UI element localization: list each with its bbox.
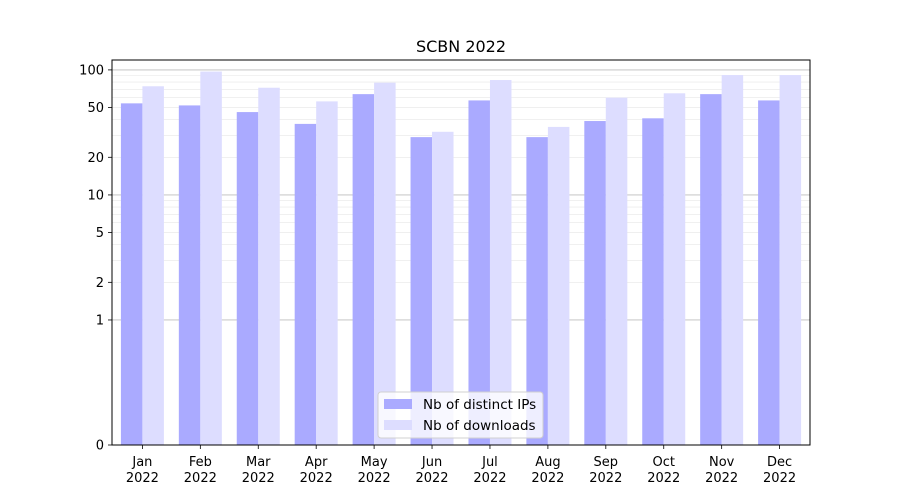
x-tick-label-year: 2022 xyxy=(763,471,796,486)
y-tick-label: 5 xyxy=(96,226,104,241)
grid-lines xyxy=(112,69,810,321)
bar-distinct-ips xyxy=(700,94,722,446)
x-tick-label-month: May xyxy=(361,455,388,470)
x-tick-label-year: 2022 xyxy=(531,471,564,486)
bar-distinct-ips xyxy=(352,94,375,446)
bar-distinct-ips xyxy=(758,100,780,445)
x-tick-label-month: Feb xyxy=(189,455,212,470)
bar-distinct-ips xyxy=(584,121,606,446)
x-tick-label-month: Jan xyxy=(131,455,152,470)
bar-distinct-ips xyxy=(178,105,201,446)
bar-downloads xyxy=(547,126,570,446)
x-tick-label-year: 2022 xyxy=(242,471,275,486)
legend-swatch xyxy=(384,399,412,409)
y-tick-label: 2 xyxy=(96,276,104,291)
bar-downloads xyxy=(432,131,454,445)
x-tick-label-year: 2022 xyxy=(126,471,159,486)
bar-downloads xyxy=(779,75,802,445)
x-tick-label-year: 2022 xyxy=(184,471,217,486)
x-tick-label-year: 2022 xyxy=(589,471,622,486)
x-tick-label-year: 2022 xyxy=(300,471,333,486)
bar-downloads xyxy=(663,93,686,446)
x-tick-label-month: Nov xyxy=(709,455,735,470)
bar-distinct-ips xyxy=(642,118,664,445)
bar-distinct-ips xyxy=(468,100,490,445)
bar-downloads xyxy=(374,82,396,445)
legend-label: Nb of downloads xyxy=(423,418,536,434)
bar-distinct-ips xyxy=(120,103,143,446)
bar-downloads xyxy=(316,101,338,445)
legend-box xyxy=(377,391,544,439)
x-tick-label-month: Mar xyxy=(246,455,271,470)
legend-label: Nb of distinct IPs xyxy=(423,397,536,413)
x-tick-label-month: Aug xyxy=(535,455,560,470)
bar-distinct-ips xyxy=(236,112,259,445)
chart-title: SCBN 2022 xyxy=(416,37,506,56)
bars xyxy=(120,71,802,446)
x-tick-label-year: 2022 xyxy=(705,471,738,486)
plot-frame xyxy=(111,59,811,446)
x-tick-label-year: 2022 xyxy=(358,471,391,486)
x-tick-label-month: Apr xyxy=(305,455,328,470)
bar-downloads xyxy=(721,75,744,445)
y-tick-label: 20 xyxy=(87,151,104,166)
y-tick-label: 1 xyxy=(96,313,104,328)
x-tick-label-month: Jul xyxy=(481,455,498,470)
legend-swatch xyxy=(384,420,412,430)
bar-downloads xyxy=(258,87,280,445)
x-tick-label-month: Dec xyxy=(767,455,792,470)
bar-distinct-ips xyxy=(410,137,433,445)
y-tick-label: 0 xyxy=(96,439,104,454)
x-tick-label-month: Sep xyxy=(594,455,619,470)
y-tick-label: 50 xyxy=(87,101,104,116)
x-tick-label-month: Jun xyxy=(421,455,442,470)
bar-downloads xyxy=(142,86,164,445)
y-tick-label: 10 xyxy=(87,188,104,203)
bar-downloads xyxy=(200,71,222,445)
x-tick-label-year: 2022 xyxy=(473,471,506,486)
bar-downloads xyxy=(605,97,628,445)
y-tick-label: 100 xyxy=(79,63,104,78)
x-tick-label-year: 2022 xyxy=(415,471,448,486)
bar-downloads xyxy=(489,80,512,445)
legend: Nb of distinct IPs Nb of downloads xyxy=(377,391,544,439)
x-tick-label-year: 2022 xyxy=(647,471,680,486)
x-tick-label-month: Oct xyxy=(652,455,674,470)
bar-distinct-ips xyxy=(526,137,548,445)
bar-distinct-ips xyxy=(294,123,317,445)
axes: Jan2022Feb2022Mar2022Apr2022May2022Jun20… xyxy=(79,59,811,486)
